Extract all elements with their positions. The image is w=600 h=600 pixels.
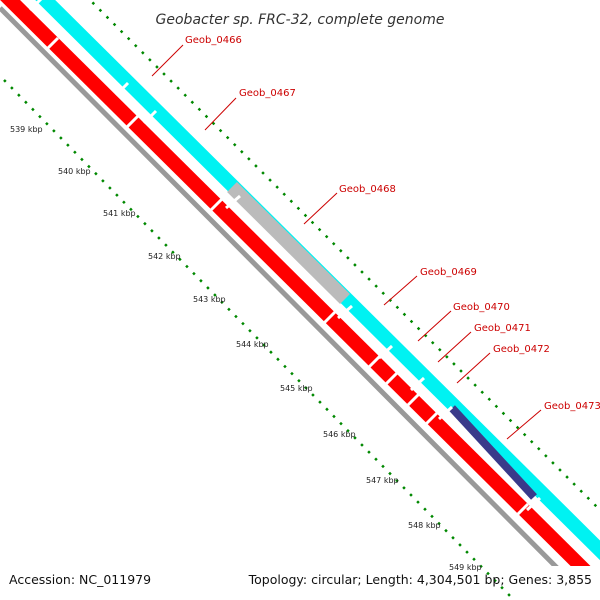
inner-tick-ring <box>3 79 515 600</box>
gene-label-geob-0466: Geob_0466 <box>185 35 242 46</box>
gene-label-geob-0471: Geob_0471 <box>474 323 531 334</box>
gene-label-geob-0470: Geob_0470 <box>453 302 510 313</box>
leader-geob-0469 <box>383 275 418 306</box>
gene-labels: Geob_0466 Geob_0467 Geob_0468 Geob_0469 … <box>151 35 600 440</box>
feature-overlays <box>227 182 537 500</box>
kbp-label-549-partial: 549 kbp <box>449 563 482 572</box>
kbp-label-547: 547 kbp <box>366 476 399 485</box>
leader-geob-0473 <box>506 409 542 440</box>
leader-geob-0467 <box>204 97 237 131</box>
leader-geob-0466 <box>151 44 184 77</box>
kbp-label-539: 539 kbp <box>10 125 43 134</box>
kbp-label-541: 541 kbp <box>103 209 136 218</box>
cds-track-gaps <box>44 36 530 518</box>
gene-label-geob-0469: Geob_0469 <box>420 267 477 278</box>
kbp-label-544: 544 kbp <box>236 340 269 349</box>
genome-title: Geobacter sp. FRC-32, complete genome <box>156 12 445 28</box>
leader-geob-0468 <box>303 192 338 225</box>
genome-stats-text: Topology: circular; Length: 4,304,501 bp… <box>248 572 592 587</box>
gene-label-geob-0468: Geob_0468 <box>339 184 396 195</box>
kbp-label-543: 543 kbp <box>193 295 226 304</box>
gene-label-geob-0472: Geob_0472 <box>493 344 550 355</box>
gene-label-geob-0467: Geob_0467 <box>239 88 296 99</box>
kbp-label-548: 548 kbp <box>408 521 441 530</box>
kbp-label-546: 546 kbp <box>323 430 356 439</box>
leader-geob-0470 <box>417 310 452 342</box>
gene-track-gaps <box>28 0 542 512</box>
outer-tick-ring <box>88 0 600 512</box>
kbp-label-545: 545 kbp <box>280 384 313 393</box>
other-feature <box>449 405 537 500</box>
leader-geob-0471 <box>437 331 472 363</box>
gene-label-geob-0473: Geob_0473 <box>544 401 600 412</box>
kbp-label-540: 540 kbp <box>58 167 91 176</box>
accession-text: Accession: NC_011979 <box>9 572 152 587</box>
leader-geob-0472 <box>456 352 491 384</box>
rna-gene-feature <box>227 182 350 304</box>
kbp-labels: 539 kbp 540 kbp 541 kbp 542 kbp 543 kbp … <box>10 125 482 572</box>
backbone-line <box>0 6 559 566</box>
kbp-label-542: 542 kbp <box>148 252 181 261</box>
